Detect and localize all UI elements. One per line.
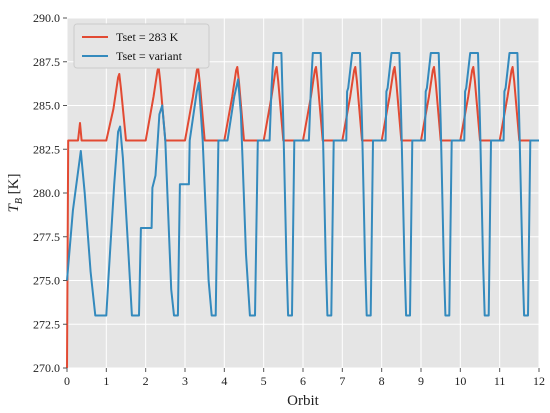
x-tick-label: 11 [494,374,506,388]
legend: Tset = 283 K Tset = variant [73,23,210,69]
x-tick-label: 2 [143,374,149,388]
series-layer [66,52,539,369]
x-tick-label: 3 [182,374,188,388]
x-tick-label: 7 [339,374,345,388]
x-tick-label: 6 [300,374,306,388]
y-tick-label: 282.5 [33,142,60,156]
y-axis-ticks: 270.0 272.5 275.0 277.5 280.0 282.5 285.0 287.5… [33,11,67,375]
y-tick-label: 285.0 [33,99,60,113]
x-axis-title: Orbit [287,393,319,409]
x-tick-label: 1 [103,374,109,388]
y-tick-label: 290.0 [33,11,60,25]
x-axis-ticks: 0 1 2 3 4 5 6 7 8 9 10 11 12 [64,368,545,388]
y-tick-label: 287.5 [33,55,60,69]
y-tick-label: 272.5 [33,317,60,331]
x-tick-label: 12 [533,374,545,388]
y-axis-title-sub: B [14,198,25,204]
x-tick-label: 10 [454,374,466,388]
legend-label-series-1: Tset = 283 K [116,30,179,44]
y-axis-title-main: T [6,203,22,213]
legend-label-series-2: Tset = variant [116,49,183,63]
y-tick-label: 270.0 [33,361,60,375]
x-tick-label: 0 [64,374,70,388]
series-line-2 [66,52,539,317]
x-tick-label: 8 [379,374,385,388]
y-tick-label: 275.0 [33,274,60,288]
y-axis-title: TB [K] [6,173,25,212]
x-tick-label: 9 [418,374,424,388]
y-axis-title-unit: [K] [6,173,22,198]
x-tick-label: 4 [221,374,227,388]
series-line-1 [66,66,539,369]
y-tick-label: 280.0 [33,186,60,200]
x-tick-label: 5 [261,374,267,388]
y-tick-label: 277.5 [33,230,60,244]
grid [66,17,540,369]
